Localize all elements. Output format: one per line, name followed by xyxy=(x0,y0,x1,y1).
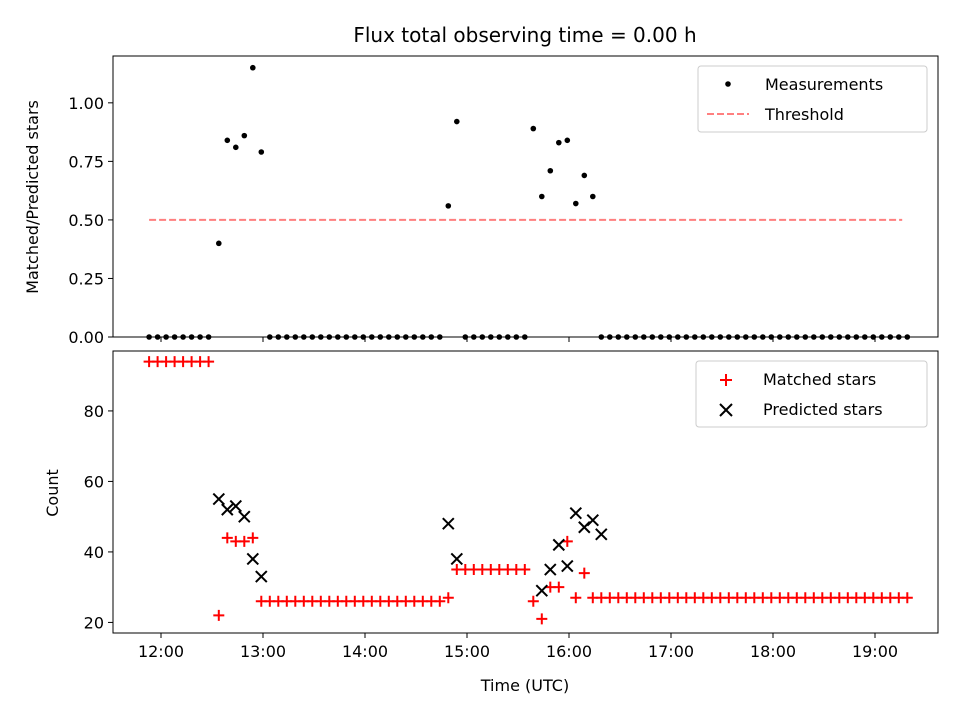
top-legend-frame xyxy=(697,65,928,133)
predicted-stars-point xyxy=(442,517,455,530)
matched-stars-point xyxy=(519,564,531,576)
matched-stars-point xyxy=(203,356,215,368)
legend-marker-predicted-stars xyxy=(719,403,733,417)
matched-stars-point xyxy=(901,592,913,604)
measurement-point xyxy=(581,172,588,179)
measurement-point xyxy=(573,200,579,207)
bottom-ytick-label: 20 xyxy=(84,613,104,632)
bottom-ytick-label: 60 xyxy=(84,472,104,491)
measurement-point xyxy=(258,149,265,155)
measurement-point xyxy=(590,193,596,200)
legend-marker-matched-stars xyxy=(720,374,732,386)
matched-stars-point xyxy=(238,535,250,547)
matched-stars-point xyxy=(570,592,582,604)
bottom-xtick-label: 15:00 xyxy=(444,642,490,661)
bottom-x-axis: 12:00 13:00 14:00 15:00 16:00 17:00 18:00 19:00 xyxy=(138,633,898,661)
top-x-axis xyxy=(160,337,876,342)
bottom-xtick-label: 18:00 xyxy=(750,642,796,661)
predicted-stars-point xyxy=(561,559,574,573)
predicted-stars-point xyxy=(544,563,557,576)
bottom-xtick-label: 17:00 xyxy=(648,642,694,661)
top-plot-marks xyxy=(146,64,911,340)
predicted-stars-point xyxy=(246,552,260,566)
measurement-point xyxy=(539,193,545,200)
legend-label-measurements: Measurements xyxy=(765,75,883,94)
predicted-stars-point xyxy=(569,506,583,520)
top-y-axis-label: Matched/Predicted stars xyxy=(23,100,42,294)
predicted-stars-point xyxy=(450,552,464,566)
bottom-xtick-label: 14:00 xyxy=(342,642,388,661)
bottom-x-axis-label: Time (UTC) xyxy=(480,676,569,695)
bottom-xtick-label: 13:00 xyxy=(240,642,286,661)
bottom-xtick-label: 16:00 xyxy=(546,642,592,661)
top-ytick-label: 0.00 xyxy=(68,328,104,347)
top-y-axis: 0.00 0.25 0.50 0.75 1.00 xyxy=(68,94,113,347)
top-legend: Measurements Threshold xyxy=(697,65,928,133)
measurement-point xyxy=(547,167,554,174)
legend-label-predicted-stars: Predicted stars xyxy=(763,400,883,419)
bottom-y-axis: 20 40 60 80 xyxy=(84,402,113,632)
bottom-plot-frame xyxy=(112,350,939,634)
top-ytick-label: 0.50 xyxy=(68,211,104,230)
measurement-point xyxy=(233,144,239,151)
measurement-point xyxy=(241,132,248,139)
bottom-legend: Matched stars Predicted stars xyxy=(695,360,928,428)
predicted-stars-point xyxy=(552,538,566,552)
legend-label-threshold: Threshold xyxy=(764,105,844,124)
matched-stars-point xyxy=(221,532,233,544)
measurement-point xyxy=(216,240,222,247)
predicted-stars-point xyxy=(212,492,226,506)
matched-stars-point xyxy=(247,532,259,544)
bottom-y-axis-label: Count xyxy=(43,469,62,517)
measurement-point xyxy=(454,118,460,125)
bottom-xtick-label: 19:00 xyxy=(852,642,898,661)
matched-stars-point xyxy=(434,595,446,607)
legend-marker-measurements xyxy=(725,81,731,87)
bottom-xtick-label: 12:00 xyxy=(138,642,184,661)
matched-stars-point xyxy=(553,581,565,593)
predicted-stars-point xyxy=(221,503,234,516)
predicted-stars-point xyxy=(238,510,251,523)
predicted-stars-point xyxy=(229,499,243,513)
measurement-point xyxy=(250,64,256,71)
measurement-point xyxy=(445,203,452,209)
bottom-plot-marks xyxy=(143,356,913,625)
predicted-stars-point xyxy=(255,570,268,583)
predicted-stars-point xyxy=(535,584,549,597)
measurement-point xyxy=(224,137,231,144)
measurement-point xyxy=(530,125,537,132)
top-plot-frame xyxy=(112,55,939,338)
matched-stars-point xyxy=(213,609,225,621)
matched-stars-point xyxy=(527,595,539,607)
top-ytick-label: 1.00 xyxy=(68,94,104,113)
top-panel: 0.00 0.25 0.50 0.75 1.00 Matched/Predicted s… xyxy=(23,55,939,347)
bottom-ytick-label: 80 xyxy=(84,402,104,421)
predicted-stars-point xyxy=(586,513,600,527)
matched-stars-point xyxy=(442,592,454,604)
legend-label-matched-stars: Matched stars xyxy=(763,370,876,389)
bottom-ytick-label: 40 xyxy=(84,543,104,562)
predicted-stars-point xyxy=(578,521,591,534)
top-ytick-label: 0.25 xyxy=(68,269,104,288)
bottom-legend-frame xyxy=(695,360,928,428)
matched-stars-point xyxy=(536,613,548,625)
measurement-point xyxy=(564,137,571,144)
matched-stars-point xyxy=(578,567,590,579)
predicted-stars-point xyxy=(595,528,608,541)
top-ytick-label: 0.75 xyxy=(68,152,104,171)
chart-title: Flux total observing time = 0.00 h xyxy=(353,23,696,47)
measurement-point xyxy=(556,139,562,146)
